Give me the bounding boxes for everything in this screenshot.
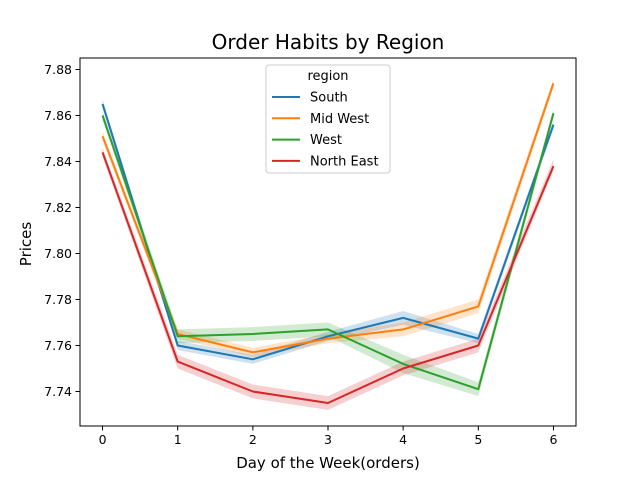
legend-entries: South Mid West West North East xyxy=(272,91,379,169)
legend-title: region xyxy=(307,69,348,84)
legend-box xyxy=(265,64,391,174)
legend-label: North East xyxy=(310,154,379,169)
x-axis-label: Day of the Week(orders) xyxy=(236,454,420,472)
x-tick-label: 1 xyxy=(174,432,182,447)
y-tick-label: 7.86 xyxy=(44,108,72,123)
legend: region South Mid West West North East xyxy=(265,64,391,174)
x-tick-label: 0 xyxy=(99,432,107,447)
x-tick-label: 5 xyxy=(474,432,482,447)
legend-label: Mid West xyxy=(310,112,369,127)
legend-label: South xyxy=(310,91,348,106)
y-axis-label: Prices xyxy=(17,222,35,267)
y-tick-label: 7.80 xyxy=(44,246,72,261)
y-axis: 7.74 7.76 7.78 7.80 7.82 7.84 7.86 7.88 xyxy=(44,62,80,399)
y-tick-label: 7.82 xyxy=(44,200,72,215)
y-tick-label: 7.76 xyxy=(44,338,72,353)
series-lines xyxy=(101,82,555,404)
y-tick-label: 7.88 xyxy=(44,62,72,77)
x-tick-label: 6 xyxy=(549,432,557,447)
x-tick-label: 4 xyxy=(399,432,407,447)
y-tick-label: 7.84 xyxy=(44,154,72,169)
legend-label: West xyxy=(310,133,342,148)
x-axis: 0 1 2 3 4 5 6 xyxy=(99,426,557,447)
y-tick-label: 7.74 xyxy=(44,384,72,399)
x-tick-label: 3 xyxy=(324,432,332,447)
chart-title: Order Habits by Region xyxy=(212,30,445,54)
y-tick-label: 7.78 xyxy=(44,292,72,307)
x-tick-label: 2 xyxy=(249,432,257,447)
